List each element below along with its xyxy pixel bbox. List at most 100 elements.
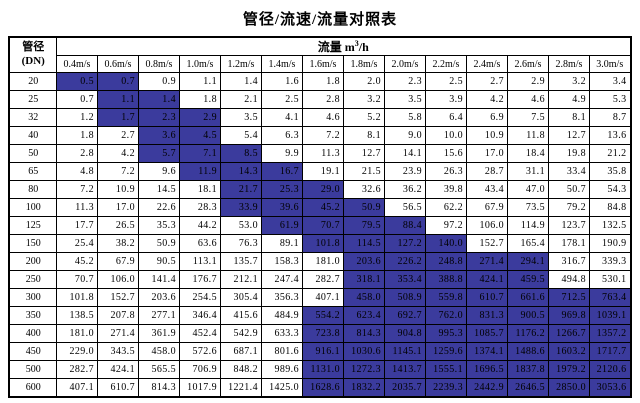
dn-cell: 50 [8,144,57,163]
flow-cell: 67.9 [465,198,508,217]
table-row: 20 0.5 0.7 0.9 1.1 1.4 1.6 1.8 2.0 2.3 2.5 2.7 2.9 3.… [8,72,632,91]
flow-cell: 127.2 [383,234,426,253]
flow-cell: 1145.1 [383,342,426,361]
flow-header-cell: 流量 m3/h [55,36,632,56]
flow-cell: 5.4 [219,126,262,145]
flow-cell: 135.7 [219,252,262,271]
dn-cell: 150 [8,234,57,253]
flow-cell: 661.6 [506,288,549,307]
table-row: 500 282.7 424.1 565.5 706.9 848.2 989.6 1131.0 1… [8,360,632,379]
flow-cell: 508.9 [383,288,426,307]
flow-cell: 2850.0 [547,378,590,398]
flow-cell: 723.8 [301,324,344,343]
flow-cell: 79.2 [547,198,590,217]
flow-cell: 152.7 [465,234,508,253]
dn-cell: 80 [8,180,57,199]
velocity-header: 1.8m/s [342,55,385,73]
flow-cell: 229.0 [55,342,98,361]
flow-cell: 90.5 [137,252,180,271]
flow-cell: 459.5 [506,270,549,289]
flow-cell: 2.9 [506,72,549,91]
flow-cell: 361.9 [137,324,180,343]
flow-cell: 356.3 [260,288,303,307]
flow-cell: 1.6 [260,72,303,91]
flow-cell: 494.8 [547,270,590,289]
flow-cell: 50.7 [547,180,590,199]
table-row: 100 11.3 17.0 22.6 28.3 33.9 39.6 45.2 50.9 56.5 6… [8,198,632,217]
flow-cell: 316.7 [547,252,590,271]
dn-cell: 200 [8,252,57,271]
flow-cell: 1413.7 [383,360,426,379]
flow-cell: 63.6 [178,234,221,253]
flow-cell: 61.9 [260,216,303,235]
flow-cell: 1837.8 [506,360,549,379]
flow-cell: 158.3 [260,252,303,271]
flow-cell: 1603.2 [547,342,590,361]
flow-cell: 132.5 [588,216,632,235]
flow-header-unit: m3/h [344,39,369,54]
flow-cell: 70.7 [301,216,344,235]
flow-cell: 1357.2 [588,324,632,343]
flow-cell: 2.5 [424,72,467,91]
flow-cell: 178.1 [547,234,590,253]
flow-cell: 138.5 [55,306,98,325]
flow-cell: 254.5 [178,288,221,307]
flow-cell: 565.5 [137,360,180,379]
flow-cell: 3.5 [219,108,262,127]
flow-cell: 101.8 [301,234,344,253]
table-row: 400 181.0 271.4 361.9 452.4 542.9 633.3 723.8 81… [8,324,632,343]
flow-cell: 32.6 [342,180,385,199]
dn-cell: 350 [8,306,57,325]
flow-cell: 0.5 [55,72,98,91]
flow-cell: 2.1 [219,90,262,109]
flow-cell: 424.1 [465,270,508,289]
flow-cell: 388.8 [424,270,467,289]
flow-cell: 4.9 [547,90,590,109]
header-row-top: 管径 (DN) 流量 m3/h [8,36,632,73]
dn-cell: 32 [8,108,57,127]
table-head: 管径 (DN) 流量 m3/h 0.4m/s 0.6m/s 0.8m/s 1.0m/s… [8,36,632,73]
flow-cell: 1085.7 [465,324,508,343]
flow-cell: 1.8 [178,90,221,109]
flow-cell: 62.2 [424,198,467,217]
diameter-header-line1: 管径 [22,41,45,54]
flow-cell: 140.0 [424,234,467,253]
flow-cell: 67.9 [96,252,139,271]
flow-cell: 8.7 [588,108,632,127]
velocity-header: 1.4m/s [260,55,303,73]
flow-cell: 407.1 [55,378,98,398]
flow-cell: 89.1 [260,234,303,253]
flow-cell: 554.2 [301,306,344,325]
flow-cell: 47.0 [506,180,549,199]
diameter-header-cell: 管径 (DN) [8,36,57,73]
flow-cell: 271.4 [96,324,139,343]
flow-cell: 181.0 [55,324,98,343]
flow-cell: 814.3 [342,324,385,343]
flow-cell: 1374.1 [465,342,508,361]
flow-cell: 1131.0 [301,360,344,379]
flow-cell: 10.0 [424,126,467,145]
flow-cell: 572.6 [178,342,221,361]
table-row: 125 17.7 26.5 35.3 44.2 53.0 61.9 70.7 79.5 88.4 9… [8,216,632,235]
flow-cell: 2.7 [465,72,508,91]
flow-cell: 407.1 [301,288,344,307]
flow-cell: 712.5 [547,288,590,307]
flow-cell: 706.9 [178,360,221,379]
flow-cell: 14.3 [219,162,262,181]
flow-cell: 8.1 [547,108,590,127]
flow-cell: 19.1 [301,162,344,181]
table-row: 450 229.0 343.5 458.0 572.6 687.1 801.6 916.1 10… [8,342,632,361]
flow-cell: 97.2 [424,216,467,235]
flow-cell: 1.7 [96,108,139,127]
flow-cell: 904.8 [383,324,426,343]
flow-cell: 1.2 [55,108,98,127]
table-row: 600 407.1 610.7 814.3 1017.9 1221.4 1425.0 1628… [8,378,632,398]
flow-cell: 1555.1 [424,360,467,379]
flow-cell: 10.9 [465,126,508,145]
flow-cell: 9.9 [260,144,303,163]
flow-cell: 28.7 [465,162,508,181]
flow-cell: 4.6 [301,108,344,127]
dn-cell: 250 [8,270,57,289]
flow-cell: 17.7 [55,216,98,235]
flow-cell: 5.8 [383,108,426,127]
